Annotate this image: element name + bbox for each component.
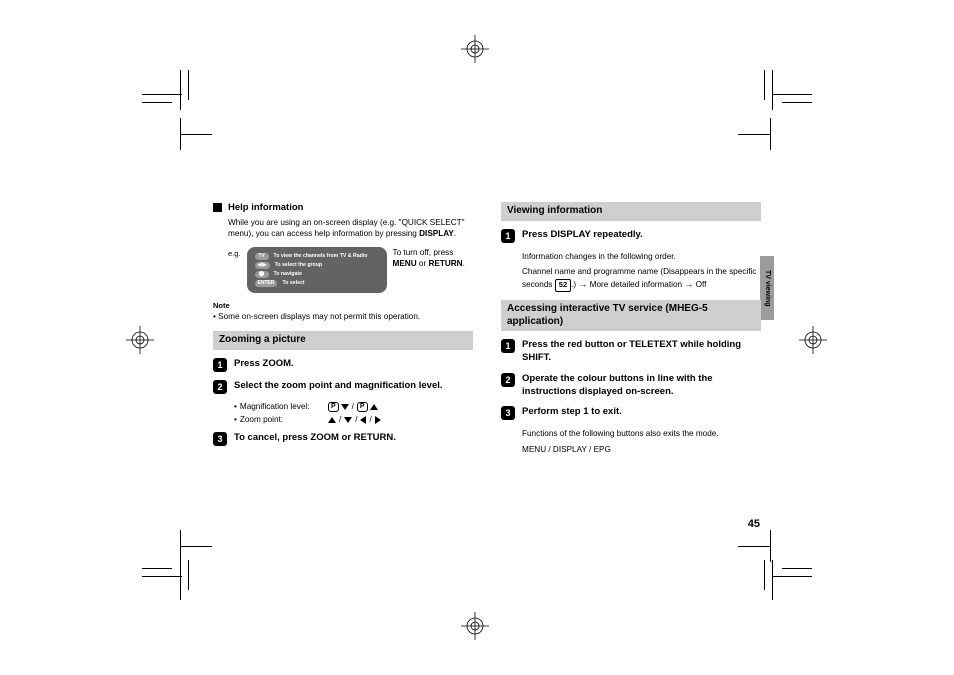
osd-row: ENTER To select xyxy=(255,280,377,287)
page-number: 45 xyxy=(748,518,760,530)
step-number-icon: 2 xyxy=(213,380,227,394)
zoom-point-symbols: / / / xyxy=(328,415,381,424)
step-body: Information changes in the following ord… xyxy=(522,251,761,293)
osd-row: ◀I▶ To select the group xyxy=(255,262,377,269)
step-number-icon: 1 xyxy=(501,339,515,353)
eg-label: e.g. xyxy=(228,247,241,293)
help-body-bold: DISPLAY xyxy=(419,229,454,238)
osd-row: TV To view the channels from TV & Radio xyxy=(255,253,377,260)
step-number-icon: 1 xyxy=(213,358,227,372)
turnoff-bold-2: RETURN xyxy=(428,259,462,268)
slash: / xyxy=(369,415,371,424)
page-ref: 52 xyxy=(555,279,571,292)
step-title: Select the zoom point and magnification … xyxy=(234,380,443,394)
registration-mark-icon xyxy=(461,612,489,640)
step: 3 Perform step 1 to exit. xyxy=(501,406,761,420)
page-content: Help information While you are using an … xyxy=(213,202,761,464)
osd-pill: ⬤ xyxy=(255,271,269,278)
bullet-row: Magnification level: P / P xyxy=(234,402,473,412)
triangle-up-icon xyxy=(370,404,378,410)
m-body-1: Functions of the following buttons also … xyxy=(522,428,761,440)
bullet-square-icon xyxy=(213,203,222,212)
step: 3 To cancel, press ZOOM or RETURN. xyxy=(213,432,473,446)
v-body-1: Information changes in the following ord… xyxy=(522,251,761,263)
p-button-icon: P xyxy=(357,402,368,412)
help-heading: Help information xyxy=(213,202,473,213)
mag-symbols: P / P xyxy=(328,402,378,412)
step-title: Operate the colour buttons in line with … xyxy=(522,373,761,399)
v-body-2: Channel name and programme name (Disappe… xyxy=(522,266,761,292)
v-body-2d: Off xyxy=(693,280,706,289)
slash: / xyxy=(339,415,341,424)
triangle-up-icon xyxy=(328,417,336,423)
osd-text: To select xyxy=(282,281,304,287)
arrow-right-icon: → xyxy=(684,279,693,289)
zoom-point-label: Zoom point: xyxy=(234,415,324,424)
step-title: Press the red button or TELETEXT while h… xyxy=(522,339,761,365)
step: 1 Press DISPLAY repeatedly. xyxy=(501,229,761,243)
osd-pill: ◀I▶ xyxy=(255,262,270,269)
m-body-2: MENU / DISPLAY / EPG xyxy=(522,444,761,456)
right-column: Viewing information 1 Press DISPLAY repe… xyxy=(501,202,761,464)
osd-pill: TV xyxy=(255,253,269,260)
osd-row: ⬤ To navigate xyxy=(255,271,377,278)
triangle-down-icon xyxy=(341,404,349,410)
osd-box: TV To view the channels from TV & Radio … xyxy=(247,247,387,293)
triangle-down-icon xyxy=(344,417,352,423)
step: 2 Operate the colour buttons in line wit… xyxy=(501,373,761,399)
step-title: Press DISPLAY repeatedly. xyxy=(522,229,643,243)
help-body-text-2: . xyxy=(454,229,456,238)
step-number-icon: 2 xyxy=(501,373,515,387)
note-body: • Some on-screen displays may not permit… xyxy=(213,312,473,321)
step-title: To cancel, press ZOOM or RETURN. xyxy=(234,432,396,446)
step-number-icon: 1 xyxy=(501,229,515,243)
p-button-icon: P xyxy=(328,402,339,412)
help-heading-text: Help information xyxy=(228,202,303,213)
slash: / xyxy=(355,415,357,424)
left-column: Help information While you are using an … xyxy=(213,202,473,464)
example-row: e.g. TV To view the channels from TV & R… xyxy=(228,247,473,293)
step-title: Perform step 1 to exit. xyxy=(522,406,622,420)
step-number-icon: 3 xyxy=(213,432,227,446)
triangle-right-icon xyxy=(375,416,381,424)
osd-text: To view the channels from TV & Radio xyxy=(274,254,368,260)
turnoff-bold-1: MENU xyxy=(393,259,417,268)
step: 1 Press the red button or TELETEXT while… xyxy=(501,339,761,365)
osd-pill: ENTER xyxy=(255,280,278,287)
bullet-row: Zoom point: / / / xyxy=(234,415,473,424)
step-number-icon: 3 xyxy=(501,406,515,420)
side-tab-label: TV viewing xyxy=(764,270,771,307)
note-label: Note xyxy=(213,301,473,310)
turnoff-mid: or xyxy=(417,259,429,268)
mheg-heading: Accessing interactive TV service (MHEG-5… xyxy=(501,300,761,331)
slash: / xyxy=(352,402,354,411)
viewing-heading: Viewing information xyxy=(501,202,761,221)
help-body: While you are using an on-screen display… xyxy=(228,217,473,239)
turnoff-1: To turn off, press xyxy=(393,248,454,257)
triangle-left-icon xyxy=(360,416,366,424)
turnoff-end: . xyxy=(463,259,465,268)
registration-mark-icon xyxy=(461,35,489,63)
step-bullets: Magnification level: P / P Zoom point: /… xyxy=(234,402,473,424)
step-body: Functions of the following buttons also … xyxy=(522,428,761,456)
v-body-2c: More detailed information xyxy=(587,280,684,289)
step: 2 Select the zoom point and magnificatio… xyxy=(213,380,473,394)
registration-mark-icon xyxy=(126,326,154,354)
step: 1 Press ZOOM. xyxy=(213,358,473,372)
mag-label: Magnification level: xyxy=(234,402,324,412)
zoom-heading: Zooming a picture xyxy=(213,331,473,350)
turnoff-text: To turn off, press MENU or RETURN. xyxy=(393,247,473,293)
step-title: Press ZOOM. xyxy=(234,358,294,372)
registration-mark-icon xyxy=(799,326,827,354)
osd-text: To navigate xyxy=(274,272,302,278)
osd-text: To select the group xyxy=(275,263,322,269)
